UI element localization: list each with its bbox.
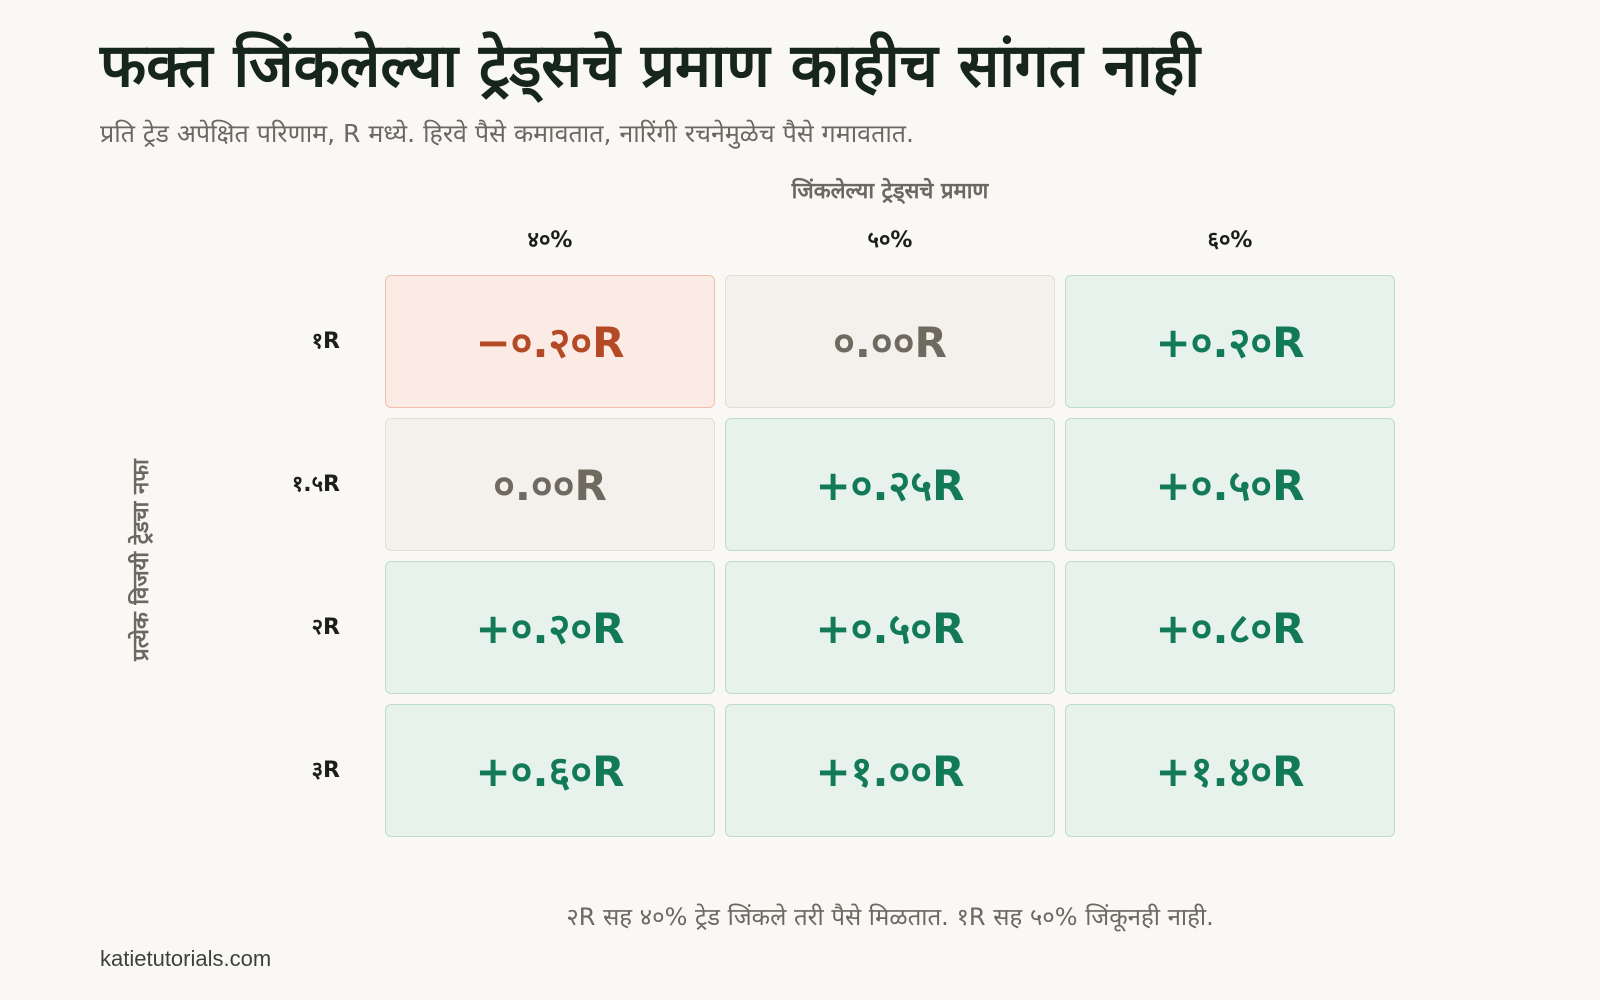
cell-value-label: +०.२५R: [815, 461, 965, 510]
heatmap-cell: +०.८०R: [1065, 561, 1395, 694]
heatmap-cell: ०.००R: [385, 418, 715, 551]
cell-value-label: ०.००R: [493, 461, 607, 510]
heatmap-cell: +०.२०R: [385, 561, 715, 694]
cell-value-label: +०.८०R: [1155, 604, 1305, 653]
heatmap-cell: +०.५०R: [725, 561, 1055, 694]
y-axis-title: प्रत्येक विजयी ट्रेडचा नफा: [129, 459, 154, 661]
heatmap-cell: +१.४०R: [1065, 704, 1395, 837]
cell-value-label: +०.६०R: [475, 747, 625, 796]
chart-title: फक्त जिंकलेल्या ट्रेड्सचे प्रमाण काहीच स…: [100, 31, 1200, 101]
cell-value-label: +०.२०R: [1155, 318, 1305, 367]
y-tick-label: १R: [311, 328, 340, 354]
x-tick-label: ४०%: [527, 228, 573, 253]
heatmap-cell: +१.००R: [725, 704, 1055, 837]
cell-value-label: −०.२०R: [475, 318, 625, 367]
heatmap-cell: +०.२५R: [725, 418, 1055, 551]
cell-value-label: +०.५०R: [1155, 461, 1305, 510]
cell-value-label: +१.००R: [815, 747, 965, 796]
chart-subtitle: प्रति ट्रेड अपेक्षित परिणाम, R मध्ये. हि…: [100, 119, 914, 148]
x-tick-label: ५०%: [867, 228, 913, 253]
x-tick-label: ६०%: [1207, 228, 1253, 253]
cell-value-label: ०.००R: [833, 318, 947, 367]
heatmap-cell: +०.६०R: [385, 704, 715, 837]
y-tick-label: २R: [311, 614, 340, 640]
heatmap-cell: +०.५०R: [1065, 418, 1395, 551]
footnote: २R सह ४०% ट्रेड जिंकले तरी पैसे मिळतात. …: [566, 903, 1214, 931]
y-tick-label: १.५R: [291, 471, 340, 497]
source-credit: katietutorials.com: [100, 946, 272, 971]
cell-value-label: +१.४०R: [1155, 747, 1305, 796]
heatmap-cell: ०.००R: [725, 275, 1055, 408]
x-axis-title: जिंकलेल्या ट्रेड्सचे प्रमाण: [791, 179, 989, 204]
heatmap-cell: −०.२०R: [385, 275, 715, 408]
heatmap-cell: +०.२०R: [1065, 275, 1395, 408]
y-tick-label: ३R: [311, 757, 340, 783]
cell-value-label: +०.५०R: [815, 604, 965, 653]
cell-value-label: +०.२०R: [475, 604, 625, 653]
